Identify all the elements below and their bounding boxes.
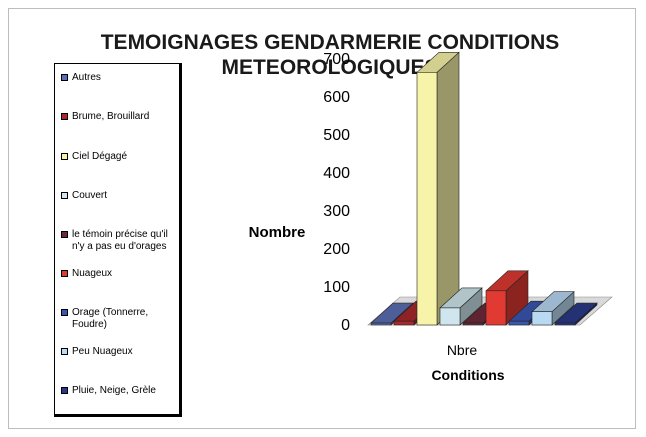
y-tick-label: 600 bbox=[323, 89, 350, 106]
chart-title-line-1: TEMOIGNAGES GENDARMERIE CONDITIONS bbox=[100, 31, 560, 54]
bar bbox=[485, 270, 529, 326]
bar bbox=[416, 51, 460, 326]
y-tick-label: 300 bbox=[323, 203, 350, 220]
legend-label: Ciel Dégagé bbox=[72, 151, 128, 162]
y-tick-label: 100 bbox=[323, 279, 350, 296]
legend-swatch bbox=[61, 113, 68, 120]
y-tick-label: 400 bbox=[323, 165, 350, 182]
legend-item-orage: Orage (Tonnerre, Foudre) bbox=[61, 307, 181, 331]
bar-front bbox=[370, 322, 392, 326]
x-category-label: Nbre bbox=[447, 342, 478, 358]
legend-item-autres: Autres bbox=[61, 72, 181, 84]
legend-item-pas-orages: le témoin précise qu'il n'y a pas eu d'o… bbox=[61, 229, 181, 253]
legend-swatch bbox=[61, 348, 68, 355]
bar-front bbox=[554, 322, 576, 326]
bar-side bbox=[436, 51, 460, 326]
legend-label: Pluie, Neige, Grèle bbox=[72, 385, 156, 396]
bar-front bbox=[462, 322, 484, 326]
bar bbox=[439, 287, 483, 326]
chart-frame bbox=[8, 8, 636, 429]
legend-label: Couvert bbox=[72, 190, 108, 201]
legend-item-brume: Brume, Brouillard bbox=[61, 111, 181, 123]
bar-front bbox=[485, 290, 507, 326]
legend-item-couvert: Couvert bbox=[61, 190, 181, 202]
legend-item-pluie: Pluie, Neige, Grèle bbox=[61, 385, 181, 397]
y-axis-label: Nombre bbox=[249, 224, 306, 241]
bar-front bbox=[531, 311, 553, 326]
legend-swatch bbox=[61, 231, 68, 238]
legend-item-peu-nuageux: Peu Nuageux bbox=[61, 346, 181, 358]
legend-label: Nuageux bbox=[72, 268, 113, 279]
x-axis-label: Conditions bbox=[431, 367, 504, 383]
legend: Autres Brume, Brouillard Ciel Dégagé Cou… bbox=[54, 63, 182, 417]
legend-swatch bbox=[61, 387, 68, 394]
bar bbox=[554, 302, 598, 326]
bar-front bbox=[416, 72, 438, 326]
legend-swatch bbox=[61, 309, 68, 316]
legend-label: Peu Nuageux bbox=[72, 346, 133, 357]
y-tick-label: 500 bbox=[323, 127, 350, 144]
legend-item-ciel-degage: Ciel Dégagé bbox=[61, 151, 181, 163]
legend-swatch bbox=[61, 192, 68, 199]
legend-label: le témoin précise qu'il n'y a pas eu d'o… bbox=[72, 229, 168, 252]
bar-front bbox=[393, 320, 415, 326]
bar-front bbox=[439, 307, 461, 326]
y-tick-label: 200 bbox=[323, 241, 350, 258]
legend-item-nuageux: Nuageux bbox=[61, 268, 181, 280]
legend-label: Autres bbox=[72, 72, 101, 83]
chart-title: TEMOIGNAGES GENDARMERIE CONDITIONS METEO… bbox=[40, 30, 620, 80]
y-tick-label: 0 bbox=[341, 317, 350, 334]
chart-title-line-2: METEOROLOGIQUES bbox=[221, 56, 439, 79]
y-tick-label: 700 bbox=[323, 51, 350, 68]
legend-swatch bbox=[61, 153, 68, 160]
legend-swatch bbox=[61, 74, 68, 81]
legend-swatch bbox=[61, 270, 68, 277]
bar bbox=[531, 291, 575, 326]
legend-label: Brume, Brouillard bbox=[72, 111, 150, 122]
bar-front bbox=[508, 320, 530, 326]
legend-label: Orage (Tonnerre, Foudre) bbox=[72, 307, 149, 330]
